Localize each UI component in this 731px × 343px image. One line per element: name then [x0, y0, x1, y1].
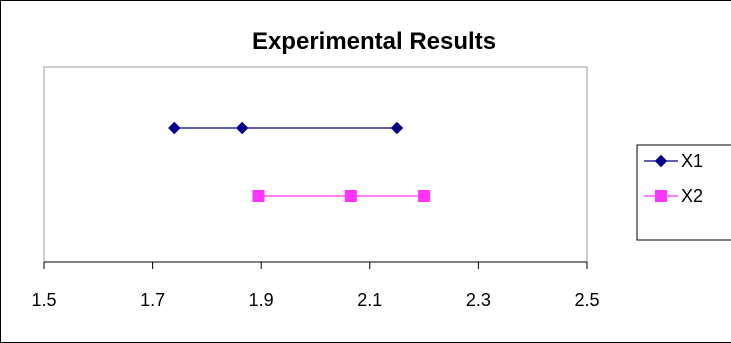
x-tick-label: 2.1 — [357, 290, 382, 310]
legend-label: X2 — [681, 186, 703, 206]
data-point — [252, 190, 265, 202]
legend-item-x2: X2 — [644, 186, 703, 206]
legend-marker — [654, 154, 668, 168]
x-tick-label: 1.9 — [249, 290, 274, 310]
plot-series — [168, 121, 431, 202]
x-tick-label: 1.7 — [140, 290, 165, 310]
series-x2 — [252, 190, 431, 202]
x-axis: 1.5 1.7 1.9 2.1 2.3 2.5 — [31, 262, 600, 310]
x-tick-label: 2.5 — [574, 290, 599, 310]
legend-marker — [655, 190, 667, 202]
x-tick-label: 2.3 — [466, 290, 491, 310]
legend-label: X1 — [681, 151, 703, 171]
series-x1 — [168, 121, 404, 135]
data-point — [235, 121, 249, 135]
legend: X1 X2 — [636, 144, 731, 241]
chart-title: Experimental Results — [252, 28, 496, 55]
legend-item-x1: X1 — [644, 151, 703, 171]
x-tick-label: 1.5 — [31, 290, 56, 310]
data-point — [344, 190, 357, 202]
plot-area — [43, 66, 588, 263]
data-point — [168, 121, 181, 135]
data-point — [390, 121, 404, 135]
data-point — [418, 190, 431, 202]
